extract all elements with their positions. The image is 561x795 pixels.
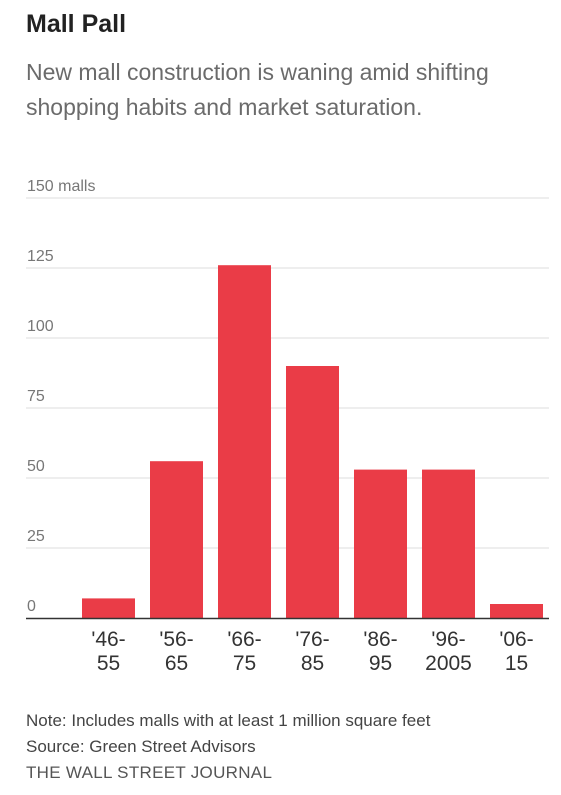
bar — [354, 469, 407, 618]
x-tick-label: '96-2005 — [425, 628, 472, 675]
chart-subtitle: New mall construction is waning amid shi… — [26, 59, 489, 120]
bar — [82, 598, 135, 618]
bar — [422, 469, 475, 618]
x-tick-label: '56-65 — [159, 628, 193, 675]
bar — [150, 461, 203, 618]
x-tick-label: '86-95 — [363, 628, 397, 675]
y-tick-label: 0 — [27, 598, 36, 615]
chart-footer: Note: Includes malls with at least 1 mil… — [26, 708, 430, 786]
y-tick-label: 50 — [27, 458, 45, 475]
y-tick-label: 150 malls — [27, 178, 95, 195]
x-tick-label: '66-75 — [227, 628, 261, 675]
bar-chart: 0 25 50 75 100 125 150 malls '46-55 '56-65 '66-7… — [26, 178, 549, 675]
publisher-credit: THE WALL STREET JOURNAL — [26, 763, 273, 782]
bar — [490, 604, 543, 618]
bar — [286, 366, 339, 618]
footnote: Note: Includes malls with at least 1 mil… — [26, 711, 431, 730]
y-tick-label: 25 — [27, 528, 45, 545]
y-tick-labels: 0 25 50 75 100 125 150 malls — [27, 178, 95, 615]
x-tick-label: '46-55 — [91, 628, 125, 675]
chart-title: Mall Pall — [26, 10, 127, 38]
x-tick-label: '76-85 — [295, 628, 329, 675]
source-line: Source: Green Street Advisors — [26, 737, 256, 756]
x-tick-label: '06-15 — [499, 628, 533, 675]
bar — [218, 265, 271, 618]
y-tick-label: 100 — [27, 318, 54, 335]
y-tick-label: 125 — [27, 248, 54, 265]
y-tick-label: 75 — [27, 388, 45, 405]
bars — [82, 265, 543, 618]
x-tick-labels: '46-55 '56-65 '66-75 '76-85 '86-95 '96-2005 '0… — [91, 628, 533, 675]
